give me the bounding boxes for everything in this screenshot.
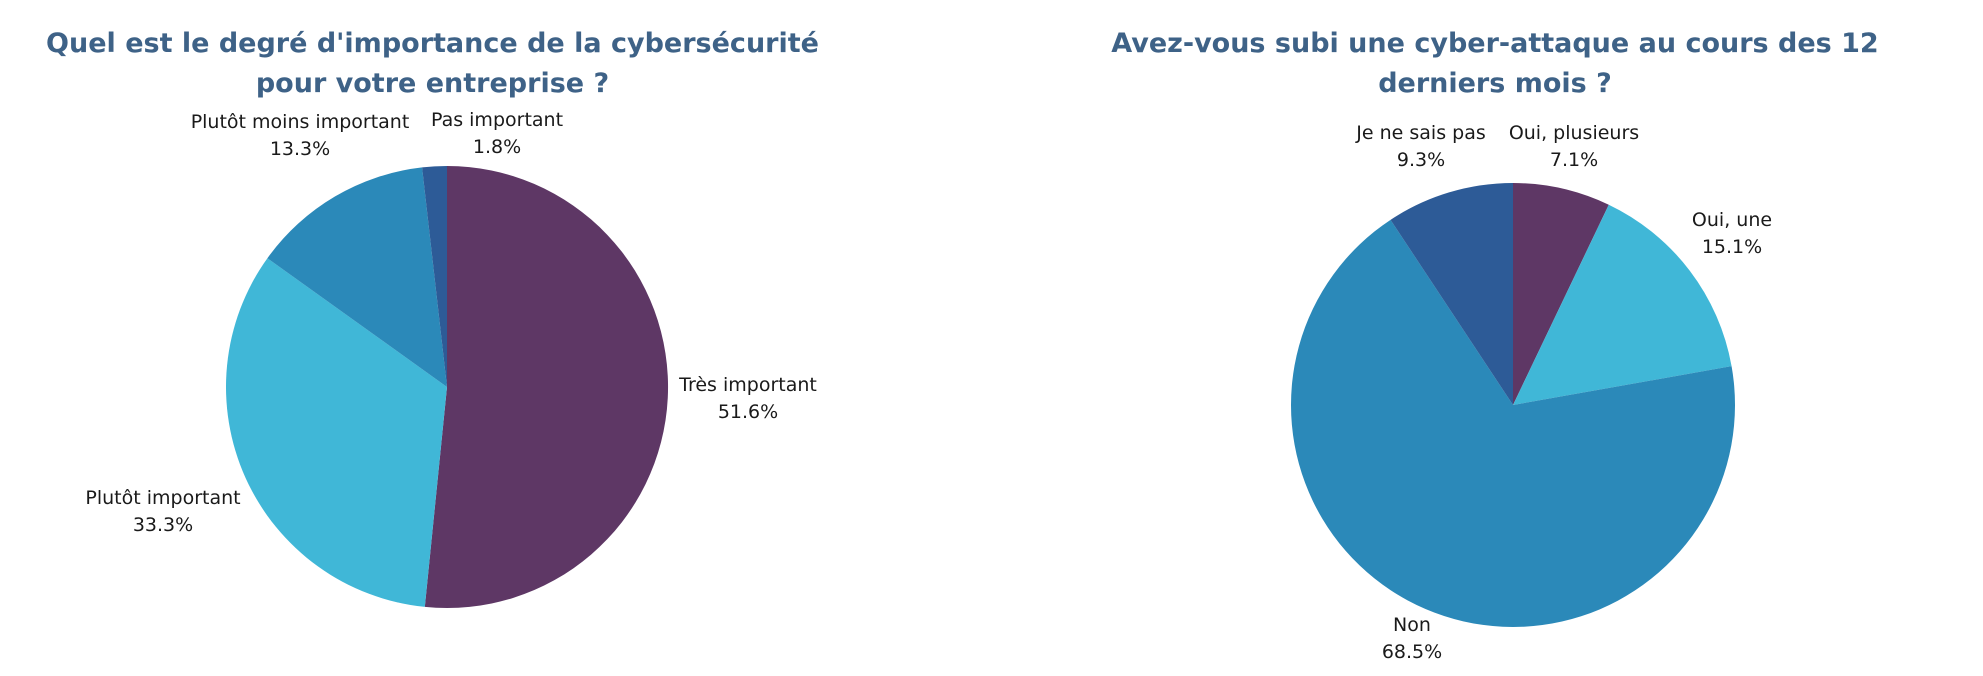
slice-label-tr-s-important: Très important: [678, 374, 817, 396]
slice-value-plut-t-important: 33.3%: [133, 514, 193, 536]
chart-cyberattack: Avez-vous subi une cyber-attaque au cour…: [1000, 0, 1983, 676]
pie-slice-je-ne-sais-pas: [1390, 182, 1513, 405]
slice-label-non: Non: [1393, 614, 1431, 636]
pie-chart-cyberattack: Oui, plusieurs 7.1% Oui, une 15.1% Non 68.5% J…: [1290, 122, 1772, 663]
slice-value-je-ne-sais-pas: 9.3%: [1397, 149, 1445, 171]
pie-slice-plut-t-important: [226, 258, 447, 607]
pie-slice-non: [1290, 219, 1735, 627]
slice-label-je-ne-sais-pas: Je ne sais pas: [1355, 122, 1485, 144]
slice-label-oui-plusieurs: Oui, plusieurs: [1509, 122, 1639, 144]
pie-slice-plut-t-moins-important: [267, 167, 447, 387]
chart-title: Avez-vous subi une cyber-attaque au cour…: [1111, 28, 1879, 99]
pie-slice-tr-s-important: [424, 166, 669, 608]
slice-value-non: 68.5%: [1382, 641, 1442, 663]
slice-value-tr-s-important: 51.6%: [718, 401, 778, 423]
pie-slice-oui-plusieurs: [1513, 183, 1609, 405]
slice-value-pas-important: 1.8%: [473, 136, 521, 158]
pie-slice-pas-important: [422, 166, 447, 387]
chart-title: Quel est le degré d'importance de la cyb…: [46, 28, 819, 99]
chart-importance: Quel est le degré d'importance de la cyb…: [0, 0, 980, 676]
pie-slice-oui-une: [1513, 204, 1732, 405]
slice-label-oui-une: Oui, une: [1692, 209, 1772, 231]
pie-chart-importance: Très important 51.6% Plutôt important 33.3%…: [85, 109, 817, 608]
slice-label-plut-t-moins-important: Plutôt moins important: [191, 111, 410, 133]
slice-label-plut-t-important: Plutôt important: [85, 487, 240, 509]
slice-value-plut-t-moins-important: 13.3%: [270, 138, 330, 160]
slice-value-oui-plusieurs: 7.1%: [1550, 149, 1598, 171]
slice-label-pas-important: Pas important: [431, 109, 563, 131]
slice-value-oui-une: 15.1%: [1702, 236, 1762, 258]
